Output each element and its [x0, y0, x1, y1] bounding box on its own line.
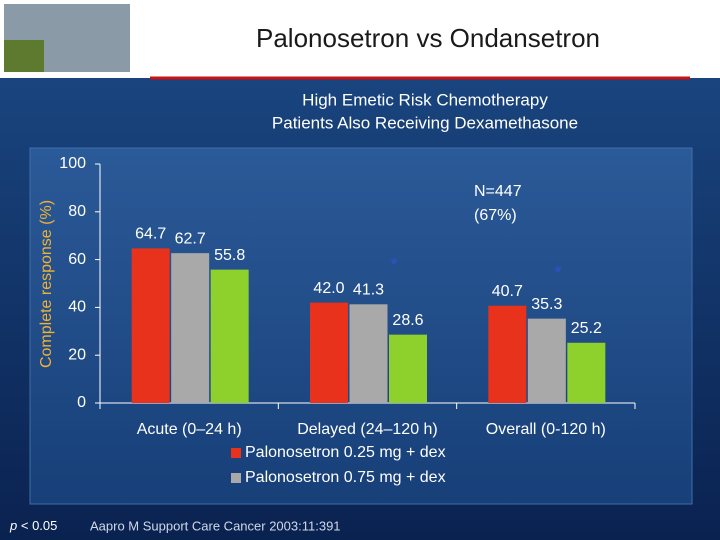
legend-label: Palonosetron 0.75 mg + dex	[245, 469, 446, 486]
bar	[389, 334, 427, 403]
legend-swatch	[231, 448, 241, 458]
header-photo-detail	[4, 40, 44, 72]
y-tick-label: 0	[77, 394, 86, 411]
footnote-symbol: p	[9, 518, 17, 533]
y-tick-label: 60	[68, 251, 86, 268]
x-tick-label: Acute (0–24 h)	[137, 421, 242, 438]
value-label: 35.3	[531, 296, 562, 313]
bar	[131, 248, 170, 403]
value-label: 25.2	[571, 320, 602, 337]
y-tick-label: 20	[68, 346, 86, 363]
subtitle: High Emetic Risk Chemotherapy	[302, 90, 548, 109]
value-label: 62.7	[175, 230, 206, 247]
slide-title: Palonosetron vs Ondansetron	[256, 23, 600, 53]
y-tick-label: 40	[68, 299, 86, 316]
y-tick-label: 100	[59, 155, 86, 172]
annotation: *	[390, 255, 397, 275]
bar	[171, 253, 210, 403]
subtitle: Patients Also Receiving Dexamethasone	[272, 113, 578, 132]
legend-swatch	[231, 473, 241, 483]
annotation: *	[554, 263, 561, 283]
value-label: 41.3	[353, 282, 384, 299]
footnote: p < 0.05	[9, 518, 57, 533]
bar	[349, 304, 388, 403]
bar	[210, 269, 249, 403]
x-tick-label: Overall (0-120 h)	[486, 421, 606, 438]
legend-label: Palonosetron 0.25 mg + dex	[245, 444, 446, 461]
source: Aapro M Support Care Cancer 2003:11:391	[90, 518, 341, 533]
y-tick-label: 80	[68, 203, 86, 220]
bar	[527, 318, 566, 403]
bar	[310, 302, 348, 403]
annotation: (67%)	[474, 207, 517, 224]
x-tick-label: Delayed (24–120 h)	[297, 421, 438, 438]
bar	[567, 342, 606, 403]
value-label: 42.0	[313, 280, 344, 297]
value-label: 40.7	[492, 283, 523, 300]
value-label: 55.8	[214, 247, 245, 264]
bar	[488, 305, 527, 403]
value-label: 64.7	[135, 226, 166, 243]
footnote-text: < 0.05	[21, 518, 58, 533]
plot: 0 20 40 60 80 100 Acute (0–24 h) 64.7 62.7 55.8 De…	[59, 155, 636, 486]
y-axis-label: Complete response (%)	[38, 200, 55, 368]
annotation: N=447	[474, 183, 522, 200]
value-label: 28.6	[392, 312, 423, 329]
